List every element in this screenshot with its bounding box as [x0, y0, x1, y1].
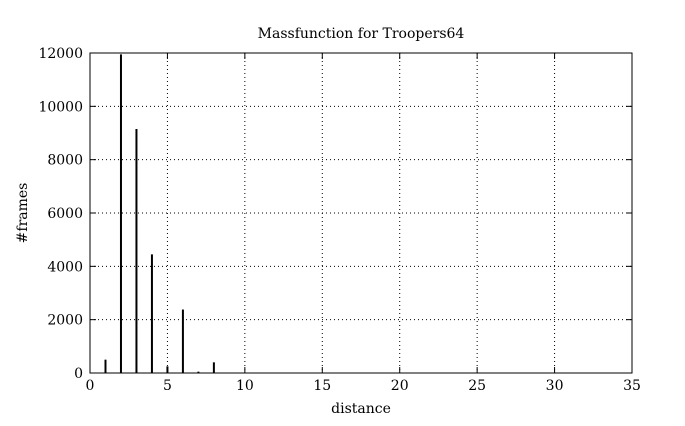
- y-tick-label: 8000: [47, 153, 83, 169]
- bars: [104, 54, 215, 373]
- y-tick-label: 4000: [47, 259, 83, 275]
- ticks: 0 5 10 15 20 25 30 35 0 2000 4000 6000 8000 10000 1200…: [38, 46, 640, 394]
- x-axis-label: distance: [331, 401, 391, 417]
- y-axis-label: #frames: [15, 183, 31, 244]
- x-tick-label: 10: [236, 378, 254, 394]
- chart-title: Massfunction for Troopers64: [258, 26, 465, 42]
- x-tick-label: 15: [313, 378, 331, 394]
- y-tick-label: 2000: [47, 313, 83, 329]
- x-tick-label: 20: [391, 378, 409, 394]
- x-tick-label: 5: [163, 378, 172, 394]
- x-tick-label: 30: [546, 378, 564, 394]
- y-tick-label: 12000: [38, 46, 83, 62]
- grid: [90, 53, 632, 373]
- x-tick-label: 0: [86, 378, 95, 394]
- x-tick-label: 25: [468, 378, 486, 394]
- x-tick-label: 35: [623, 378, 641, 394]
- y-tick-label: 10000: [38, 99, 83, 115]
- y-tick-label: 6000: [47, 206, 83, 222]
- y-tick-label: 0: [74, 366, 83, 382]
